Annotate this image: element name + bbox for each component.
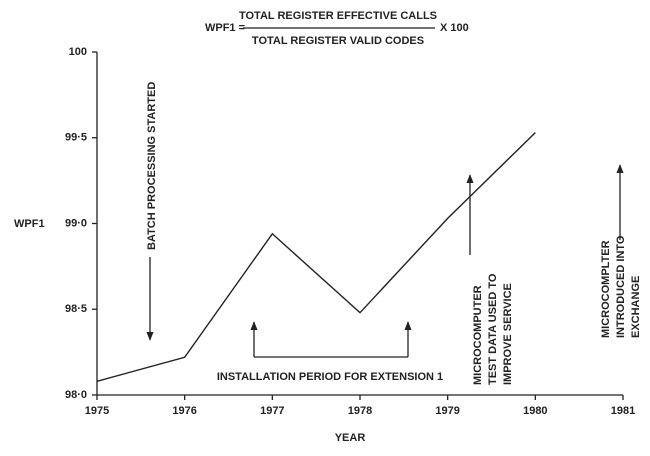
formula-factor: X 100 (440, 22, 469, 34)
x-tick-label: 1979 (435, 405, 459, 417)
x-tick-label: 1976 (172, 405, 196, 417)
y-tick-label: 98·0 (65, 389, 87, 401)
annotation: BATCH PROCESSING STARTED (146, 82, 158, 250)
y-tick-label: 98·5 (65, 303, 87, 315)
formula-lhs: WPF1 = (205, 22, 245, 34)
x-tick-label: 1977 (260, 405, 284, 417)
annotation: IMPROVE SERVICE (502, 283, 514, 385)
annotation: INTRODUCED INTO (615, 235, 627, 338)
x-tick-label: 1980 (523, 405, 547, 417)
annotation: INSTALLATION PERIOD FOR EXTENSION 1 (217, 371, 443, 383)
annotation: EXCHANGE (630, 276, 642, 338)
y-tick-label: 99·0 (65, 217, 87, 229)
x-tick-label: 1975 (85, 405, 109, 417)
data-line (96, 132, 536, 382)
x-axis-label: YEAR (335, 432, 366, 444)
y-axis-label: WPF1 (14, 218, 45, 230)
formula-numerator: TOTAL REGISTER EFFECTIVE CALLS (239, 10, 437, 22)
annotation: MICROCOMPUTER (472, 285, 484, 385)
y-tick-label: 99·5 (65, 132, 87, 144)
annotation: MICROCOMPLTER (600, 240, 612, 338)
x-tick-label: 1981 (611, 405, 635, 417)
formula-denominator: TOTAL REGISTER VALID CODES (252, 35, 424, 47)
y-tick-label: 100 (69, 46, 87, 58)
x-tick-label: 1978 (348, 405, 372, 417)
annotation: TEST DATA USED TO (487, 273, 499, 385)
